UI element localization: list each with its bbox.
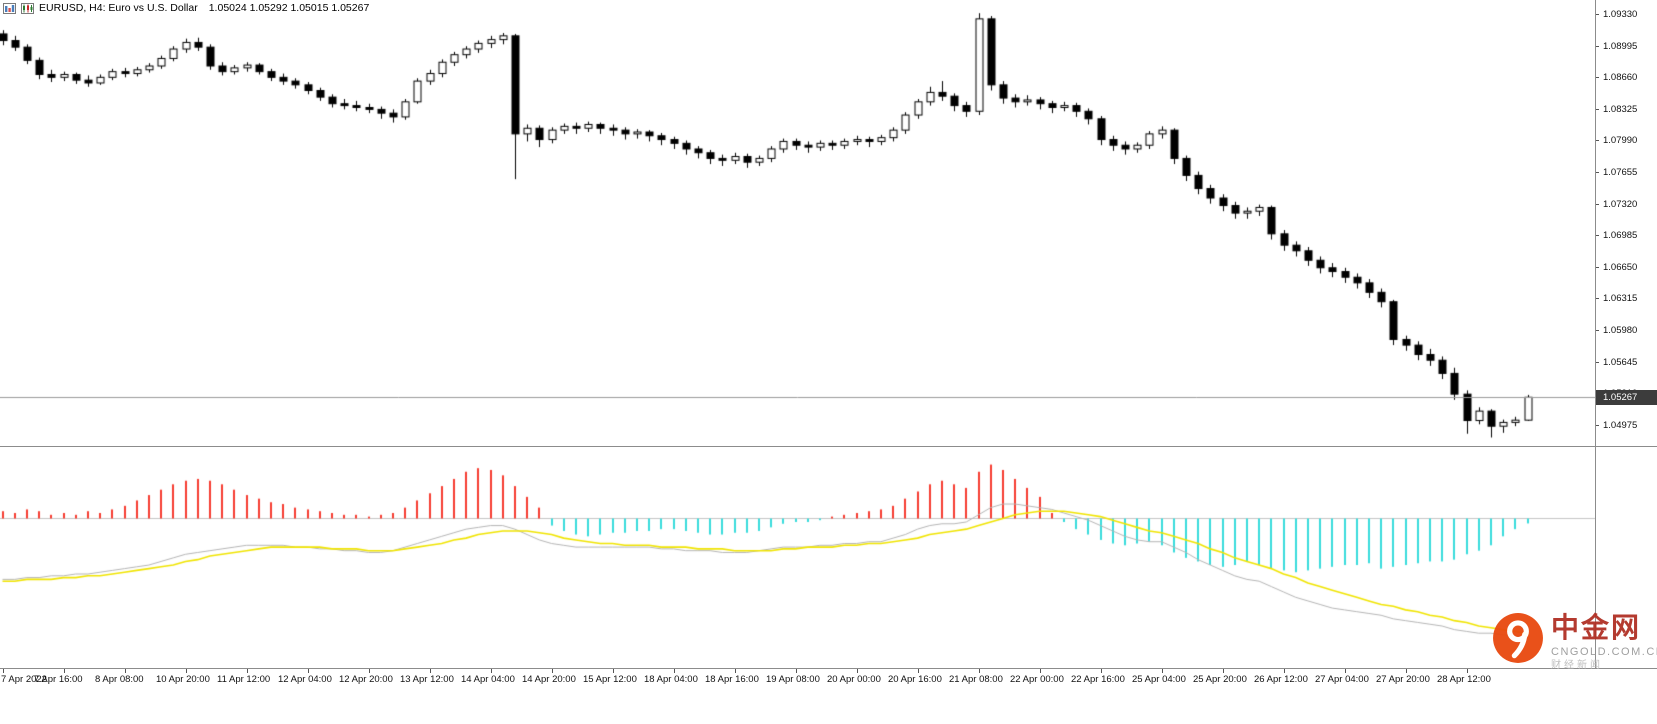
time-axis-label: 7 Apr 16:00	[34, 674, 83, 685]
time-axis[interactable]: 7 Apr 2022 7 Apr 16:00 8 Apr 08:00 10 Apr 2…	[0, 668, 1657, 724]
time-tick-mark	[1406, 669, 1407, 673]
macd-pane: MACD(12,26,9) -0.00658 -0.00644 0.00000 …	[0, 446, 1657, 668]
watermark-brand-name: 中金网	[1551, 612, 1642, 643]
price-tick-label: 1.05980	[1603, 325, 1638, 337]
price-tick-mark	[1595, 267, 1599, 268]
time-tick-mark	[3, 669, 4, 673]
price-tick-label: 1.08660	[1603, 72, 1638, 84]
time-tick-mark	[125, 669, 126, 673]
time-axis-label: 12 Apr 04:00	[278, 674, 332, 685]
time-tick-mark	[64, 669, 65, 673]
time-axis-label: 13 Apr 12:00	[400, 674, 454, 685]
time-axis-label: 12 Apr 20:00	[339, 674, 393, 685]
price-tick-mark	[1595, 330, 1599, 331]
time-tick-mark	[1345, 669, 1346, 673]
time-tick-mark	[1223, 669, 1224, 673]
time-tick-mark	[186, 669, 187, 673]
price-tick-label: 1.06315	[1603, 293, 1638, 305]
time-tick-mark	[1101, 669, 1102, 673]
time-axis-label: 15 Apr 12:00	[583, 674, 637, 685]
time-tick-mark	[1467, 669, 1468, 673]
price-tick-mark	[1595, 204, 1599, 205]
price-tick-mark	[1595, 425, 1599, 426]
watermark: 中金网 CNGOLD.COM.CN 财经新闻	[1492, 612, 1657, 671]
time-tick-mark	[369, 669, 370, 673]
price-tick-label: 1.08325	[1603, 103, 1638, 115]
time-axis-label: 18 Apr 04:00	[644, 674, 698, 685]
price-axis[interactable]: 1.09330 1.08995 1.08660 1.08325 1.07990 1.076…	[1595, 0, 1657, 446]
time-axis-label: 22 Apr 16:00	[1071, 674, 1125, 685]
time-tick-mark	[979, 669, 980, 673]
time-tick-mark	[857, 669, 858, 673]
time-tick-mark	[430, 669, 431, 673]
chart-title-bar: EURUSD, H4: Euro vs U.S. Dollar 1.05024 …	[3, 2, 369, 14]
time-tick-mark	[1162, 669, 1163, 673]
price-tick-label: 1.05645	[1603, 356, 1638, 368]
price-tick-label: 1.07990	[1603, 135, 1638, 147]
time-axis-label: 18 Apr 16:00	[705, 674, 759, 685]
time-axis-label: 10 Apr 20:00	[156, 674, 210, 685]
axis-divider-line	[1595, 0, 1596, 668]
time-axis-label: 27 Apr 04:00	[1315, 674, 1369, 685]
price-tick-mark	[1595, 109, 1599, 110]
time-tick-mark	[1284, 669, 1285, 673]
main-chart-pane: EURUSD, H4: Euro vs U.S. Dollar 1.05024 …	[0, 0, 1657, 446]
time-tick-mark	[674, 669, 675, 673]
window-icon	[3, 2, 16, 14]
time-axis-label: 20 Apr 00:00	[827, 674, 881, 685]
candlestick-canvas[interactable]	[0, 0, 1595, 446]
time-axis-label: 25 Apr 04:00	[1132, 674, 1186, 685]
time-axis-label: 14 Apr 20:00	[522, 674, 576, 685]
price-tick-label: 1.08995	[1603, 40, 1638, 52]
price-tick-label: 1.06985	[1603, 230, 1638, 242]
candlestick-chart-icon	[21, 2, 34, 14]
price-tick-label: 1.07320	[1603, 198, 1638, 210]
time-tick-mark	[918, 669, 919, 673]
time-tick-mark	[247, 669, 248, 673]
current-price-badge: 1.05267	[1596, 390, 1657, 405]
macd-canvas[interactable]	[0, 447, 1595, 668]
price-tick-label: 1.09330	[1603, 9, 1638, 21]
time-axis-label: 21 Apr 08:00	[949, 674, 1003, 685]
time-axis-label: 22 Apr 00:00	[1010, 674, 1064, 685]
time-axis-label: 20 Apr 16:00	[888, 674, 942, 685]
time-axis-label: 14 Apr 04:00	[461, 674, 515, 685]
price-tick-mark	[1595, 362, 1599, 363]
price-tick-mark	[1595, 298, 1599, 299]
price-tick-mark	[1595, 77, 1599, 78]
time-tick-mark	[796, 669, 797, 673]
time-axis-label: 28 Apr 12:00	[1437, 674, 1491, 685]
time-tick-mark	[1040, 669, 1041, 673]
time-axis-label: 8 Apr 08:00	[95, 674, 144, 685]
price-tick-label: 1.07655	[1603, 167, 1638, 179]
time-tick-mark	[613, 669, 614, 673]
time-tick-mark	[735, 669, 736, 673]
price-tick-mark	[1595, 140, 1599, 141]
cngold-logo-icon	[1492, 612, 1544, 669]
time-tick-mark	[308, 669, 309, 673]
time-axis-label: 19 Apr 08:00	[766, 674, 820, 685]
price-tick-mark	[1595, 235, 1599, 236]
time-axis-label: 11 Apr 12:00	[217, 674, 271, 685]
time-axis-label: 27 Apr 20:00	[1376, 674, 1430, 685]
watermark-tagline: 财经新闻	[1551, 659, 1603, 671]
time-axis-label: 7 Apr 2022	[1, 674, 47, 685]
ohlc-values: 1.05024 1.05292 1.05015 1.05267	[208, 2, 370, 14]
chart-title: EURUSD, H4: Euro vs U.S. Dollar	[39, 2, 198, 14]
price-tick-label: 1.04975	[1603, 419, 1638, 431]
watermark-domain: CNGOLD.COM.CN	[1551, 646, 1657, 659]
time-tick-mark	[552, 669, 553, 673]
price-tick-label: 1.06650	[1603, 261, 1638, 273]
time-axis-label: 26 Apr 12:00	[1254, 674, 1308, 685]
price-tick-mark	[1595, 46, 1599, 47]
price-tick-mark	[1595, 14, 1599, 15]
price-tick-mark	[1595, 172, 1599, 173]
time-axis-label: 25 Apr 20:00	[1193, 674, 1247, 685]
time-tick-mark	[491, 669, 492, 673]
